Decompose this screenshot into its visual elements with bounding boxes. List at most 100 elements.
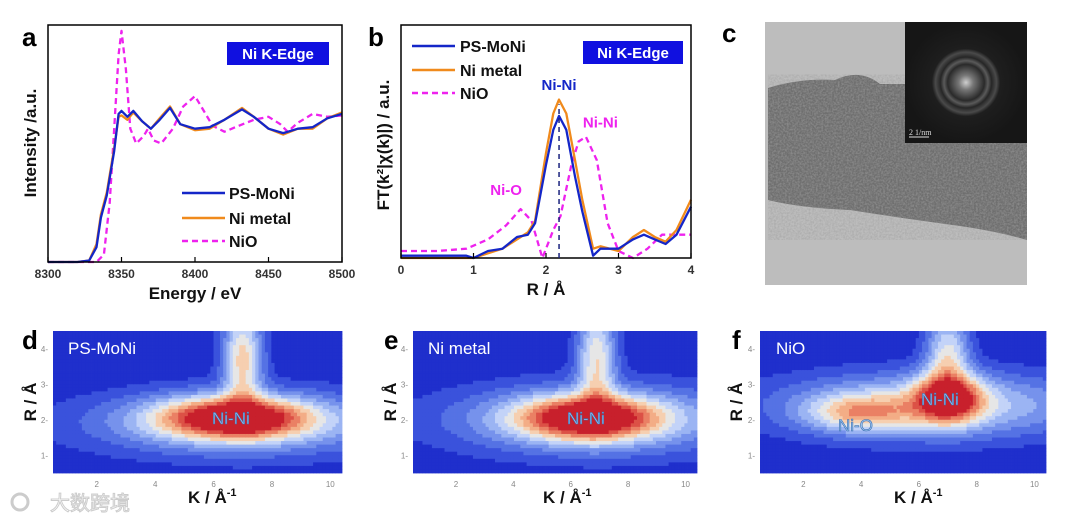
contour-cell [325, 348, 330, 353]
contour-cell [513, 331, 518, 335]
contour-cell [130, 444, 134, 449]
contour-cell [207, 338, 211, 343]
contour-cell [210, 430, 214, 435]
contour-cell [200, 398, 205, 403]
contour-cell [187, 373, 192, 378]
contour-cell [300, 465, 304, 470]
contour-cell [229, 433, 234, 438]
contour-cell [413, 458, 417, 463]
contour-cell [293, 334, 298, 339]
contour-cell [510, 391, 515, 396]
contour-cell [325, 423, 330, 428]
contour-cell [264, 398, 269, 403]
contour-cell [495, 355, 499, 360]
contour-cell [258, 391, 263, 396]
contour-cell [431, 412, 436, 417]
contour-cell [280, 405, 285, 410]
contour-cell [466, 352, 471, 357]
contour-cell [239, 441, 243, 445]
contour-cell [513, 373, 518, 378]
contour-cell [287, 451, 292, 456]
contour-cell [479, 331, 483, 335]
contour-cell [319, 469, 324, 474]
contour-cell [236, 345, 240, 350]
contour-cell [504, 348, 509, 353]
contour-cell [277, 341, 282, 346]
contour-cell [146, 362, 150, 367]
contour-cell [120, 334, 125, 339]
contour-cell [245, 366, 250, 371]
contour-cell [210, 469, 214, 474]
contour-cell [441, 380, 445, 385]
contour-cell [219, 373, 224, 378]
contour-cell [438, 359, 442, 364]
contour-cell [252, 426, 256, 431]
contour-cell [178, 387, 182, 392]
contour-cell [197, 465, 202, 470]
contour-cell [130, 458, 134, 463]
contour-cell [219, 338, 224, 343]
contour-cell [194, 455, 198, 460]
contour-cell [460, 458, 464, 463]
contour-cell [191, 444, 195, 449]
contour-cell [463, 444, 468, 449]
contour-cell [216, 402, 221, 406]
contour-cell [59, 426, 64, 431]
contour-cell [97, 423, 102, 428]
contour-cell [335, 380, 340, 385]
contour-cell [325, 370, 330, 374]
contour-cell [495, 444, 499, 449]
contour-cell [91, 419, 96, 424]
contour-cell [513, 345, 518, 350]
contour-cell [472, 469, 477, 474]
contour-cell [268, 419, 272, 424]
contour-cell [268, 345, 272, 350]
contour-cell [181, 370, 186, 374]
contour-cell [425, 380, 430, 385]
contour-cell [242, 423, 247, 428]
contour-cell [219, 423, 224, 428]
contour-cell [168, 370, 173, 374]
contour-cell [229, 370, 234, 374]
contour-cell [69, 402, 73, 406]
contour-cell [126, 359, 131, 364]
contour-cell [513, 338, 518, 343]
contour-cell [81, 380, 86, 385]
contour-cell [284, 391, 288, 396]
contour-cell [419, 366, 423, 371]
contour-cell [472, 405, 477, 410]
contour-cell [184, 409, 189, 414]
contour-cell [136, 331, 141, 335]
contour-cell [290, 377, 295, 382]
contour-cell [187, 412, 192, 417]
contour-cell [226, 387, 231, 392]
contour-cell [162, 398, 166, 403]
contour-cell [65, 426, 70, 431]
contour-cell [313, 412, 317, 417]
contour-cell [466, 380, 471, 385]
contour-cell [303, 370, 308, 374]
contour-cell [213, 394, 218, 399]
contour-cell [223, 380, 227, 385]
contour-cell [479, 465, 483, 470]
contour-cell [255, 416, 259, 421]
contour-cell [293, 366, 298, 371]
contour-cell [435, 380, 439, 385]
contour-cell [277, 402, 282, 406]
contour-cell [297, 416, 301, 421]
contour-cell [197, 469, 202, 474]
contour-cell [485, 444, 490, 449]
contour-cell [101, 423, 105, 428]
contour-cell [123, 444, 128, 449]
contour-cell [136, 405, 141, 410]
contour-cell [469, 341, 474, 346]
contour-cell [277, 451, 282, 456]
contour-cell [416, 458, 420, 463]
contour-cell [213, 419, 218, 424]
contour-cell [139, 462, 144, 467]
contour-cell [431, 433, 436, 438]
contour-cell [287, 469, 292, 474]
contour-cell [110, 455, 115, 460]
contour-cell [155, 341, 160, 346]
contour-cell [513, 402, 518, 406]
